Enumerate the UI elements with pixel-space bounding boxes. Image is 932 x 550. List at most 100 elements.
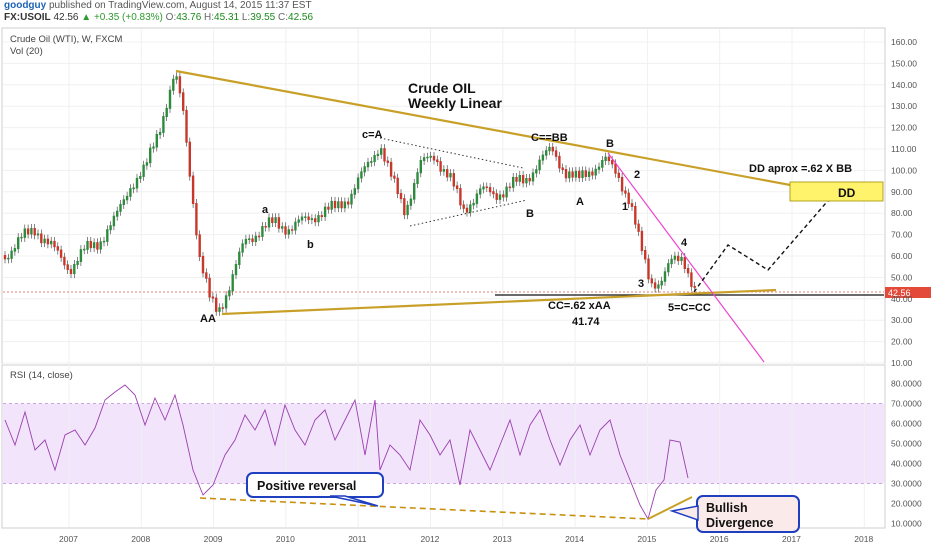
candle-body xyxy=(228,290,231,297)
candle-body xyxy=(254,235,257,243)
time-tick-label: 2012 xyxy=(421,534,440,544)
rsi-line xyxy=(4,384,689,521)
label-b-top: B xyxy=(606,138,614,150)
candle-body xyxy=(584,170,587,177)
candle-body xyxy=(198,234,201,257)
candle-body xyxy=(221,307,224,309)
candle-body xyxy=(281,226,284,229)
candle-body xyxy=(244,238,248,245)
time-axis[interactable]: 2007 2008 2009 2010 2011 2012 2013 2014 2015 2016… xyxy=(59,534,873,544)
candle-body xyxy=(683,256,686,269)
candle-body xyxy=(389,161,393,177)
candle-body xyxy=(7,257,10,260)
candle-body xyxy=(416,172,419,185)
candle-body xyxy=(647,258,650,280)
candle-body xyxy=(135,177,139,189)
label-c-eq-a: c=A xyxy=(362,129,383,141)
candle-body xyxy=(191,175,195,205)
candle-body xyxy=(538,159,541,171)
candle-body xyxy=(158,131,162,135)
candle-body xyxy=(512,176,515,188)
candle-body xyxy=(482,186,485,190)
candle-body xyxy=(83,248,86,251)
last-price: 42.56 xyxy=(53,12,79,23)
candle-body xyxy=(106,229,109,242)
candle-body xyxy=(23,228,26,238)
candle-body xyxy=(201,255,205,274)
label-cc-formula: CC=.62 xAA xyxy=(548,300,611,312)
rsi-tick-label: 60.0000 xyxy=(891,419,922,429)
label-wave-1: 1 xyxy=(622,201,628,213)
candle-body xyxy=(650,278,653,284)
rsi-higher-low-line[interactable] xyxy=(647,496,693,520)
rsi-divergence-line[interactable] xyxy=(199,497,649,520)
candle-body xyxy=(248,238,251,240)
candle-body xyxy=(528,177,531,182)
candle-body xyxy=(149,147,152,164)
publish-info: goodguy published on TradingView.com, Au… xyxy=(4,0,312,11)
candle-body xyxy=(611,160,614,165)
candle-body xyxy=(452,173,455,187)
price-axis[interactable]: 160.00 150.00 140.00 130.00 120.00 110.00 100.… xyxy=(891,37,917,368)
rsi-band xyxy=(3,403,884,484)
label-cc-bb: C==BB xyxy=(531,132,568,144)
candle-body xyxy=(591,171,594,176)
candle-body xyxy=(59,249,63,258)
candle-body xyxy=(165,107,168,118)
candle-body xyxy=(370,161,373,163)
label-a-upper: A xyxy=(576,196,584,208)
price-tick-label: 50.00 xyxy=(891,272,913,282)
label-dd-formula: DD aprox =.62 X BB xyxy=(749,163,852,175)
candle-body xyxy=(380,148,383,155)
time-tick-label: 2008 xyxy=(131,534,150,544)
callout-positive-reversal[interactable] xyxy=(246,472,384,498)
pink-trendline[interactable] xyxy=(607,152,765,363)
open-label: O: xyxy=(165,12,177,23)
candle-body xyxy=(673,255,677,260)
candle-body xyxy=(224,295,228,309)
instrument-label[interactable]: Crude Oil (WTI), W, FXCM xyxy=(10,34,123,45)
candle-body xyxy=(564,169,568,179)
callout-positive-pointer xyxy=(329,495,379,507)
candle-body xyxy=(40,233,43,244)
current-price-tag xyxy=(885,287,931,298)
label-cc-value: 41.74 xyxy=(572,316,600,328)
lower-trendline[interactable] xyxy=(221,288,777,316)
price-tick-label: 120.00 xyxy=(891,123,917,133)
candle-body xyxy=(624,190,627,194)
projection-path[interactable] xyxy=(693,195,833,293)
high-label: H: xyxy=(204,12,215,23)
author-link[interactable]: goodguy xyxy=(4,0,47,11)
rsi-label[interactable]: RSI (14, close) xyxy=(10,370,73,381)
candle-body xyxy=(551,146,554,152)
candle-body xyxy=(261,226,264,237)
candle-body xyxy=(182,92,185,111)
upper-trendline[interactable] xyxy=(175,69,829,194)
candle-body xyxy=(119,203,122,212)
rsi-axis[interactable]: 80.0000 70.0000 60.0000 50.0000 40.0000 30.00… xyxy=(891,379,922,529)
current-price-tag-text: 42.56 xyxy=(888,288,911,298)
volume-label[interactable]: Vol (20) xyxy=(10,46,43,57)
dd-target-box[interactable] xyxy=(789,181,884,202)
candle-body xyxy=(96,242,99,250)
price-pane[interactable] xyxy=(1,27,886,364)
candle-body xyxy=(505,186,508,198)
candle-body xyxy=(89,240,92,249)
triangle-upper-line[interactable] xyxy=(379,137,524,169)
label-a-small: a xyxy=(262,204,269,216)
time-tick-label: 2017 xyxy=(782,534,801,544)
rsi-tick-label: 10.0000 xyxy=(891,519,922,529)
symbol-label[interactable]: FX:USOIL xyxy=(4,12,51,23)
candle-body xyxy=(46,238,50,245)
candle-body xyxy=(640,230,644,252)
label-dd: DD xyxy=(838,186,856,200)
time-tick-label: 2009 xyxy=(204,534,223,544)
price-tick-label: 80.00 xyxy=(891,208,913,218)
candle-body xyxy=(601,159,604,168)
candle-body xyxy=(360,171,363,179)
vertical-grid xyxy=(68,29,865,527)
candle-body xyxy=(521,175,525,184)
candle-body xyxy=(251,238,254,243)
candle-body xyxy=(644,250,647,260)
